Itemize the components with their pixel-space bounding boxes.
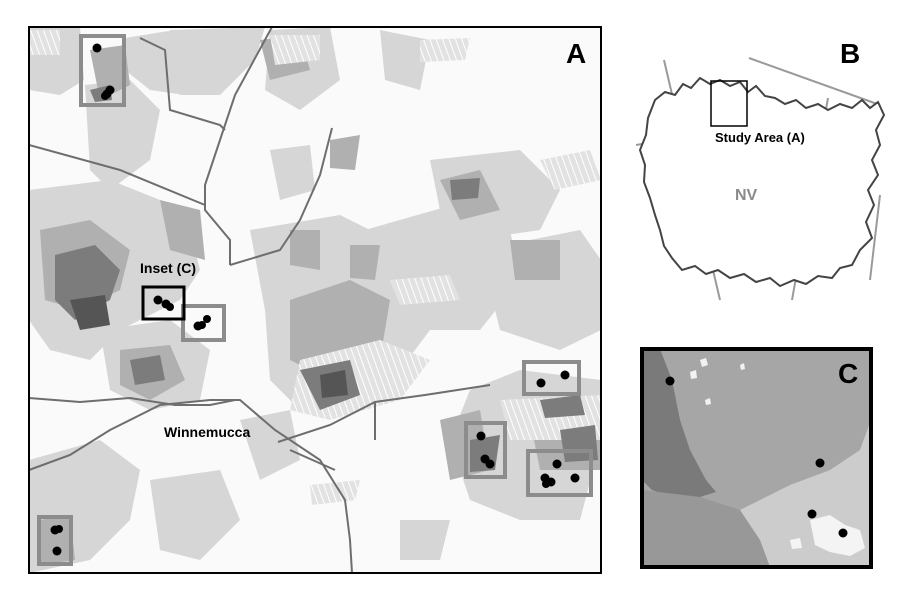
site-boxes	[37, 34, 593, 566]
site-box-north	[79, 34, 126, 107]
site-box-east-upper	[522, 360, 581, 396]
sample-point	[153, 295, 163, 305]
inset-c-label: Inset (C)	[140, 260, 196, 276]
sample-point	[536, 378, 546, 388]
site-box-central	[181, 304, 226, 342]
sample-point	[198, 321, 206, 329]
site-box-southwest	[37, 515, 73, 566]
panel-a-frame	[28, 26, 602, 574]
county-outline	[638, 76, 886, 288]
winnemucca-label: Winnemucca	[164, 424, 250, 440]
sample-point	[542, 480, 550, 488]
sample-point	[815, 458, 825, 468]
sample-point	[665, 376, 675, 386]
sample-point	[101, 92, 109, 100]
sample-point	[807, 509, 817, 519]
panel-c-letter: C	[838, 358, 858, 389]
nv-label: NV	[735, 187, 758, 204]
panel-b-letter: B	[840, 38, 860, 69]
site-box-east-middle	[464, 421, 507, 479]
sample-point	[560, 370, 570, 380]
sample-point	[838, 528, 848, 538]
sample-point	[552, 459, 562, 469]
sample-point	[203, 315, 211, 323]
panel-a-map: Inset (C) Winnemucca A	[28, 26, 602, 574]
study-area-box	[710, 80, 748, 127]
inset-points	[665, 376, 848, 538]
study-area-label: Study Area (A)	[715, 130, 805, 145]
sample-point	[55, 525, 63, 533]
roads	[29, 27, 491, 573]
sample-points	[50, 43, 580, 556]
sample-point	[570, 473, 580, 483]
site-box-east-lower	[526, 449, 593, 497]
sample-point	[476, 431, 486, 441]
sample-point	[52, 546, 62, 556]
sample-point	[485, 459, 495, 469]
sample-point	[92, 43, 102, 53]
sample-point	[105, 85, 115, 95]
panel-b-locator: Study Area (A) NV B	[635, 38, 886, 301]
vegetation-patches	[29, 27, 601, 573]
sample-point	[166, 303, 174, 311]
inset-c-box	[141, 285, 186, 321]
panel-c-frame	[640, 347, 873, 569]
panel-a-letter: A	[566, 38, 586, 69]
panel-c-inset: C	[640, 347, 873, 569]
